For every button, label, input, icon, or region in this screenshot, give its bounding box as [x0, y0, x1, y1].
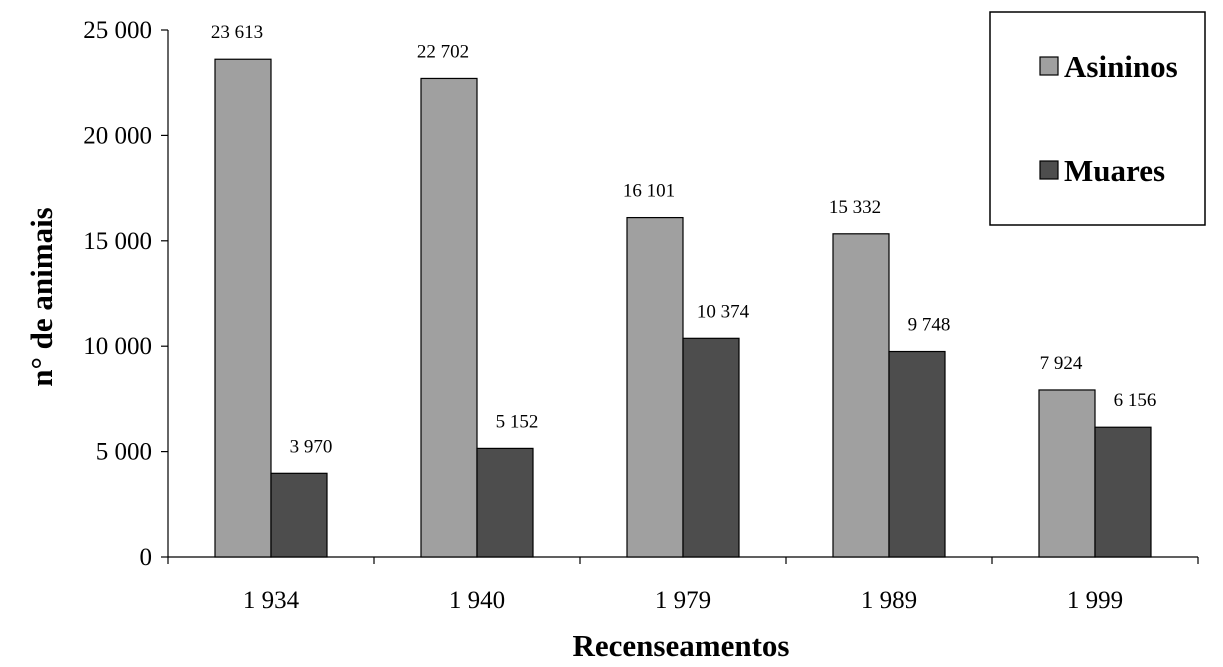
data-label-asininos-0: 23 613 — [211, 22, 263, 43]
y-tick-label: 10 000 — [83, 333, 152, 360]
bar-muares-0 — [270, 472, 328, 558]
x-axis-title: Recenseamentos — [573, 628, 790, 663]
x-tick-label: 1 999 — [1067, 587, 1123, 614]
bar-muares-2 — [682, 337, 740, 558]
x-tick-label: 1 940 — [449, 587, 505, 614]
data-label-muares-4: 6 156 — [1114, 390, 1157, 411]
legend-label-muares: Muares — [1064, 153, 1165, 188]
y-tick-label: 5 000 — [96, 439, 152, 466]
bar-asininos-3 — [832, 233, 890, 558]
y-tick-label: 25 000 — [83, 17, 152, 44]
data-label-asininos-4: 7 924 — [1040, 353, 1083, 374]
data-labels: 23 613 22 702 16 101 15 332 7 924 3 970 5 152 1… — [211, 22, 1157, 457]
y-axis-title: n° de animais — [24, 207, 59, 387]
y-tick-label: 0 — [140, 544, 153, 571]
bar-asininos-0 — [214, 58, 272, 558]
data-label-asininos-2: 16 101 — [623, 181, 675, 202]
legend: Asininos Muares — [989, 11, 1206, 226]
legend-box — [989, 11, 1206, 226]
bar-asininos-2 — [626, 216, 684, 558]
x-axis: 1 934 1 940 1 979 1 989 1 999 — [167, 556, 1199, 614]
data-label-muares-0: 3 970 — [290, 436, 333, 457]
data-label-asininos-3: 15 332 — [829, 197, 881, 218]
bars — [214, 58, 1152, 558]
x-tick-label: 1 989 — [861, 587, 917, 614]
bar-muares-1 — [476, 447, 534, 558]
data-label-muares-3: 9 748 — [908, 315, 951, 336]
bar-asininos-1 — [420, 77, 478, 558]
x-tick-label: 1 979 — [655, 587, 711, 614]
bar-muares-3 — [888, 350, 946, 558]
legend-swatch-asininos — [1039, 56, 1059, 76]
data-label-asininos-1: 22 702 — [417, 41, 469, 62]
x-tick-label: 1 934 — [243, 587, 300, 614]
bar-asininos-4 — [1038, 389, 1096, 558]
legend-label-asininos: Asininos — [1064, 49, 1178, 84]
data-label-muares-2: 10 374 — [697, 301, 750, 322]
bar-muares-4 — [1094, 426, 1152, 558]
y-axis: 0 5 000 10 000 15 000 20 000 25 000 — [83, 17, 169, 571]
data-label-muares-1: 5 152 — [496, 411, 539, 432]
y-tick-label: 15 000 — [83, 228, 152, 255]
y-tick-label: 20 000 — [83, 122, 152, 149]
legend-swatch-muares — [1039, 160, 1059, 180]
